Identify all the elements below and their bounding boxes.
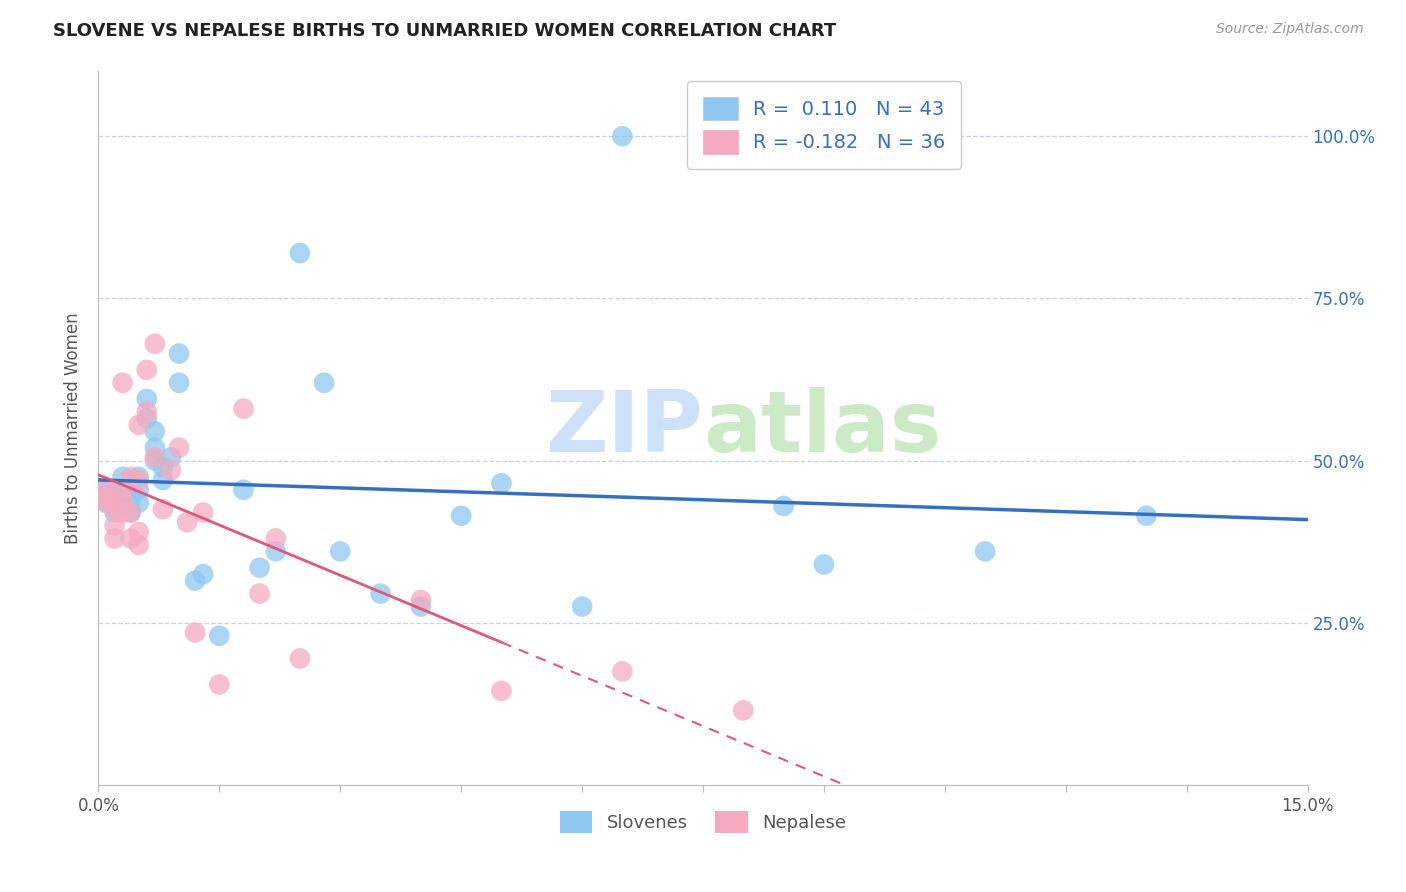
Point bbox=[120, 532, 142, 546]
Point bbox=[612, 129, 634, 144]
Point bbox=[120, 506, 142, 520]
Point bbox=[128, 473, 150, 487]
Point bbox=[96, 483, 118, 497]
Point bbox=[491, 684, 513, 698]
Point bbox=[491, 476, 513, 491]
Point bbox=[232, 401, 254, 416]
Point bbox=[160, 463, 183, 477]
Point bbox=[193, 506, 215, 520]
Point bbox=[120, 470, 142, 484]
Point bbox=[111, 483, 134, 497]
Text: SLOVENE VS NEPALESE BIRTHS TO UNMARRIED WOMEN CORRELATION CHART: SLOVENE VS NEPALESE BIRTHS TO UNMARRIED … bbox=[53, 22, 837, 40]
Point bbox=[264, 544, 287, 558]
Point bbox=[288, 246, 311, 260]
Text: Source: ZipAtlas.com: Source: ZipAtlas.com bbox=[1216, 22, 1364, 37]
Legend: Slovenes, Nepalese: Slovenes, Nepalese bbox=[553, 804, 853, 840]
Point bbox=[128, 417, 150, 432]
Point bbox=[208, 629, 231, 643]
Point bbox=[249, 586, 271, 600]
Point bbox=[111, 506, 134, 520]
Point bbox=[232, 483, 254, 497]
Point bbox=[120, 479, 142, 493]
Point bbox=[111, 499, 134, 513]
Point bbox=[143, 425, 166, 439]
Point bbox=[96, 496, 118, 510]
Point bbox=[167, 376, 190, 390]
Point bbox=[160, 450, 183, 465]
Point bbox=[135, 392, 157, 406]
Point bbox=[152, 473, 174, 487]
Point bbox=[264, 532, 287, 546]
Point bbox=[128, 538, 150, 552]
Point bbox=[96, 483, 118, 497]
Point bbox=[120, 506, 142, 520]
Point bbox=[103, 532, 125, 546]
Y-axis label: Births to Unmarried Women: Births to Unmarried Women bbox=[63, 312, 82, 544]
Point bbox=[167, 441, 190, 455]
Point bbox=[120, 492, 142, 507]
Point bbox=[571, 599, 593, 614]
Point bbox=[135, 411, 157, 425]
Point bbox=[111, 376, 134, 390]
Point bbox=[152, 460, 174, 475]
Point bbox=[128, 524, 150, 539]
Point bbox=[111, 492, 134, 507]
Text: ZIP: ZIP bbox=[546, 386, 703, 470]
Point bbox=[103, 489, 125, 503]
Point bbox=[184, 625, 207, 640]
Point bbox=[733, 703, 755, 717]
Point bbox=[1135, 508, 1157, 523]
Point bbox=[772, 499, 794, 513]
Point bbox=[208, 677, 231, 691]
Point bbox=[143, 336, 166, 351]
Point bbox=[974, 544, 997, 558]
Point bbox=[135, 405, 157, 419]
Text: atlas: atlas bbox=[703, 386, 941, 470]
Point bbox=[135, 363, 157, 377]
Point bbox=[96, 496, 118, 510]
Point bbox=[612, 665, 634, 679]
Point bbox=[370, 586, 392, 600]
Point bbox=[103, 502, 125, 516]
Point bbox=[128, 483, 150, 497]
Point bbox=[329, 544, 352, 558]
Point bbox=[96, 489, 118, 503]
Point bbox=[143, 441, 166, 455]
Point bbox=[288, 651, 311, 665]
Point bbox=[143, 450, 166, 465]
Point bbox=[111, 492, 134, 507]
Point bbox=[249, 560, 271, 574]
Point bbox=[128, 470, 150, 484]
Point bbox=[176, 515, 198, 529]
Point bbox=[111, 483, 134, 497]
Point bbox=[152, 502, 174, 516]
Point bbox=[111, 470, 134, 484]
Point bbox=[813, 558, 835, 572]
Point bbox=[450, 508, 472, 523]
Point bbox=[314, 376, 336, 390]
Point bbox=[193, 567, 215, 582]
Point bbox=[167, 346, 190, 360]
Point bbox=[128, 496, 150, 510]
Point bbox=[103, 518, 125, 533]
Point bbox=[103, 506, 125, 520]
Point bbox=[409, 599, 432, 614]
Point bbox=[143, 453, 166, 467]
Point bbox=[409, 593, 432, 607]
Point bbox=[184, 574, 207, 588]
